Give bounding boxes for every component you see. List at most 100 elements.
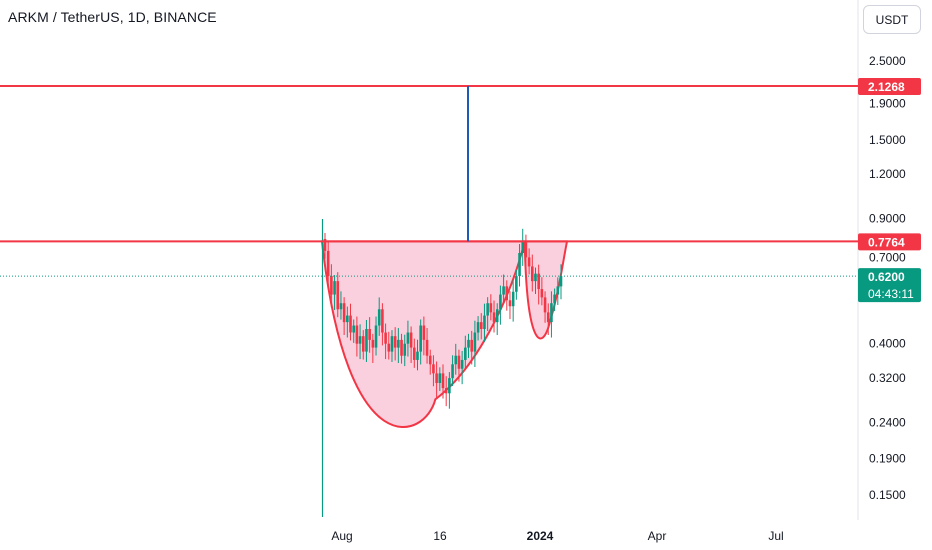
resistance-price-label: 0.7764 (868, 235, 905, 249)
candle-body (460, 359, 464, 369)
candle-body (393, 336, 397, 348)
candle-body (483, 315, 486, 329)
resistance-price-label-box (858, 233, 921, 251)
price-axis-tick-label: 0.1900 (869, 452, 906, 466)
candle-body (339, 303, 343, 310)
target-price-label-box (858, 77, 921, 95)
candle-body (495, 309, 499, 323)
candle-body (534, 273, 537, 282)
candle-body (521, 240, 525, 254)
candle-body (361, 336, 365, 352)
candle-body (377, 309, 381, 326)
candle-body (451, 364, 454, 379)
candle-body (346, 315, 349, 323)
candle-body (365, 328, 368, 352)
candle-body (412, 347, 416, 360)
candle-body (358, 336, 362, 344)
price-axis-tick-label: 0.2400 (869, 415, 906, 429)
candle-body (527, 257, 531, 267)
candle-body (409, 332, 413, 348)
price-axis-tick-label: 0.3200 (869, 371, 906, 385)
currency-selector-button[interactable]: USDT (863, 5, 921, 34)
candle-body (441, 373, 445, 389)
price-axis-tick-label: 1.2000 (869, 167, 906, 181)
candle-body (374, 325, 378, 348)
target-price-label: 2.1268 (868, 80, 905, 94)
candle-body (342, 303, 346, 323)
handle-pattern-shape (523, 240, 569, 340)
candle-body (368, 328, 371, 340)
candle-body (457, 355, 461, 369)
candle-body (553, 294, 556, 304)
candle-body (559, 276, 563, 287)
candle-body (428, 355, 432, 365)
candle-body (419, 325, 422, 352)
candle-body (518, 253, 521, 277)
current-price-label: 0.6200 (868, 270, 905, 284)
time-axis-tick-label: Apr (648, 529, 667, 543)
time-axis-tick-label: 2024 (527, 529, 554, 543)
current-price-box (858, 268, 921, 303)
price-axis-tick-label: 1.5000 (869, 133, 906, 147)
candle-body (499, 294, 502, 310)
candle-body (464, 347, 467, 360)
candle-body (486, 303, 489, 316)
candle-body (400, 339, 403, 356)
candle-body (543, 297, 547, 313)
candle-body (371, 339, 375, 348)
candle-body (511, 291, 515, 307)
candle-body (384, 332, 387, 344)
candle-body (326, 250, 330, 277)
candle-body (537, 273, 540, 290)
candle-body (438, 373, 442, 384)
candle-body (390, 336, 394, 352)
candle-body (550, 303, 553, 323)
candle-body (349, 315, 352, 333)
candle-body (508, 300, 512, 307)
bar-countdown-label: 04:43:11 (868, 287, 914, 301)
candle-body (476, 322, 480, 333)
candle-body (479, 322, 483, 329)
candle-body (333, 281, 336, 295)
candle-body (448, 378, 451, 394)
candle-body (416, 351, 419, 360)
candle-body (524, 240, 528, 258)
candle-body (425, 339, 429, 356)
time-axis-tick-label: Aug (331, 529, 352, 543)
candle-body (387, 343, 391, 352)
candle-body (530, 266, 534, 282)
time-axis-tick-label: Jul (768, 529, 783, 543)
candle-body (492, 312, 496, 323)
candle-body (355, 325, 359, 344)
candle-body (454, 355, 458, 365)
candle-body (403, 343, 407, 356)
candle-body (505, 286, 509, 301)
candle-body (435, 373, 438, 384)
candle-body (489, 303, 493, 313)
candle-body (470, 339, 474, 352)
price-axis-tick-label: 1.9000 (869, 96, 906, 110)
candle-body (432, 364, 435, 374)
candle-body (473, 332, 477, 352)
candle-body (540, 289, 544, 298)
symbol-title: ARKM / TetherUS, 1D, BINANCE (8, 9, 217, 25)
candle-body (397, 339, 400, 348)
candle-body (336, 281, 340, 310)
candle-body (422, 325, 426, 340)
time-axis-tick-label: 16 (433, 529, 447, 543)
price-axis-tick-label: 0.7000 (869, 250, 906, 264)
price-axis-tick-label: 0.4000 (869, 337, 906, 351)
candle-body (467, 339, 470, 348)
price-axis-tick-label: 0.1500 (869, 488, 906, 502)
candle-body (330, 276, 333, 295)
candle-body (352, 325, 356, 333)
price-axis-tick-label: 2.5000 (869, 54, 906, 68)
candle-body (502, 286, 505, 295)
candle-body (556, 286, 560, 295)
candle-body (323, 239, 327, 251)
price-axis-tick-label: 0.9000 (869, 212, 906, 226)
candle-body (444, 388, 448, 394)
candle-body (406, 332, 410, 344)
candle-body (546, 312, 550, 323)
